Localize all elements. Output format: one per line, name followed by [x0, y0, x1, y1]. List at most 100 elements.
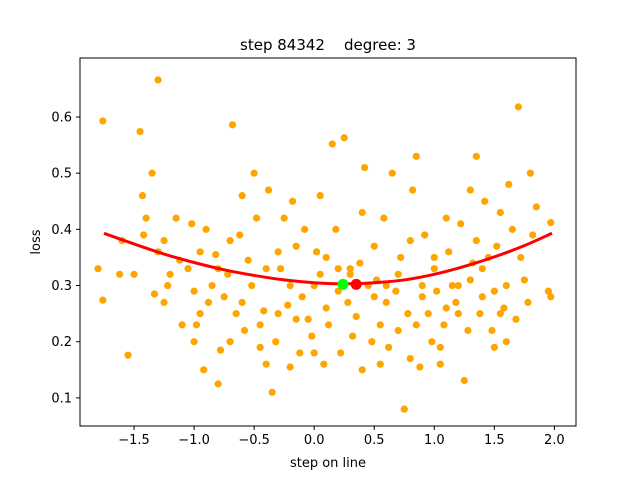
scatter-point — [349, 332, 357, 340]
scatter-point — [490, 287, 498, 295]
scatter-point — [490, 343, 498, 351]
scatter-point — [248, 281, 256, 290]
scatter-point — [276, 265, 285, 273]
x-tick-label: −0.5 — [238, 433, 270, 448]
scatter-point — [466, 276, 474, 284]
scatter-point — [304, 315, 312, 323]
scatter-point — [116, 270, 124, 278]
scatter-point — [356, 259, 364, 267]
scatter-point — [358, 208, 366, 217]
scatter-point — [445, 248, 453, 256]
x-tick-label: 1.5 — [484, 433, 505, 448]
scatter-point — [512, 315, 520, 323]
scatter-point — [250, 169, 258, 177]
scatter-point — [204, 298, 213, 306]
scatter-point — [148, 169, 156, 177]
scatter-point — [284, 301, 292, 309]
scatter-point — [496, 310, 504, 318]
scatter-point — [322, 253, 330, 262]
scatter-point — [442, 304, 450, 312]
scatter-point — [517, 253, 525, 262]
scatter-point — [488, 326, 496, 335]
scatter-point — [430, 253, 438, 262]
scatter-point — [226, 236, 234, 245]
scatter-point — [140, 231, 148, 239]
scatter-point — [334, 287, 342, 295]
scatter-point — [433, 287, 441, 295]
scatter-point — [520, 276, 528, 284]
scatter-point — [240, 326, 249, 335]
scatter-point — [346, 265, 354, 273]
scatter-point — [404, 310, 412, 318]
scatter-point — [316, 192, 324, 200]
scatter-point — [442, 214, 450, 222]
scatter-point — [322, 304, 330, 312]
scatter-point — [412, 321, 420, 329]
scatter-point — [188, 220, 196, 228]
scatter-point — [164, 281, 172, 290]
scatter-point — [370, 242, 378, 250]
scatter-point — [547, 293, 555, 301]
scatter-point — [496, 208, 504, 217]
scatter-point — [124, 351, 132, 359]
scatter-point — [99, 296, 107, 304]
scatter-point — [196, 248, 204, 256]
scatter-point — [476, 310, 484, 318]
scatter-point — [421, 231, 429, 239]
scatter-point — [184, 265, 192, 273]
scatter-point — [190, 287, 198, 295]
scatter-point — [428, 338, 436, 346]
scatter-point — [268, 388, 276, 396]
scatter-point — [418, 293, 426, 301]
scatter-point — [529, 231, 537, 239]
scatter-point — [220, 293, 228, 301]
scatter-point — [172, 214, 180, 222]
scatter-point — [436, 343, 444, 351]
scatter-point — [454, 281, 462, 290]
x-tick-label: 0.0 — [304, 433, 325, 448]
y-tick-label: 0.6 — [51, 110, 72, 125]
scatter-point — [94, 265, 102, 273]
scatter-point — [502, 338, 510, 346]
scatter-point — [388, 169, 396, 177]
x-axis: −1.5 −1.0 −0.5 0.0 0.5 1.0 1.5 2.0 — [118, 426, 565, 448]
scatter-point — [142, 214, 150, 222]
scatter-point — [478, 293, 486, 301]
scatter-point — [298, 293, 306, 301]
y-tick-label: 0.4 — [51, 223, 72, 238]
scatter-point — [454, 310, 462, 318]
scatter-point — [526, 169, 534, 177]
scatter-point — [292, 315, 300, 323]
y-axis: 0.1 0.2 0.3 0.4 0.5 0.6 — [51, 110, 80, 406]
scatter-point — [130, 270, 138, 278]
scatter-point — [436, 360, 444, 368]
scatter-point — [392, 287, 400, 295]
scatter-point — [154, 76, 162, 84]
scatter-point — [192, 321, 201, 329]
scatter-point — [160, 236, 168, 245]
scatter-point — [334, 265, 342, 273]
scatter-point — [316, 270, 324, 278]
x-tick-label: −1.0 — [178, 433, 210, 448]
scatter-point — [352, 312, 360, 321]
scatter-point — [212, 251, 220, 259]
scatter-point — [256, 321, 264, 329]
scatter-point — [300, 225, 309, 233]
scatter-point — [308, 332, 316, 340]
scatter-point — [190, 338, 198, 346]
scatter-point — [472, 152, 480, 160]
scatter-point — [481, 197, 489, 205]
x-tick-label: 0.5 — [364, 433, 385, 448]
scatter-point — [370, 293, 378, 301]
scatter-point — [344, 298, 352, 306]
scatter-point — [325, 321, 333, 329]
scatter-point — [505, 180, 513, 189]
scatter-point — [460, 376, 468, 385]
scatter-point — [418, 281, 426, 290]
scatter-point — [397, 253, 405, 262]
scatter-point — [252, 214, 261, 222]
fit-curve-line — [103, 231, 553, 286]
scatter-point — [296, 349, 304, 357]
y-tick-label: 0.1 — [51, 391, 72, 406]
